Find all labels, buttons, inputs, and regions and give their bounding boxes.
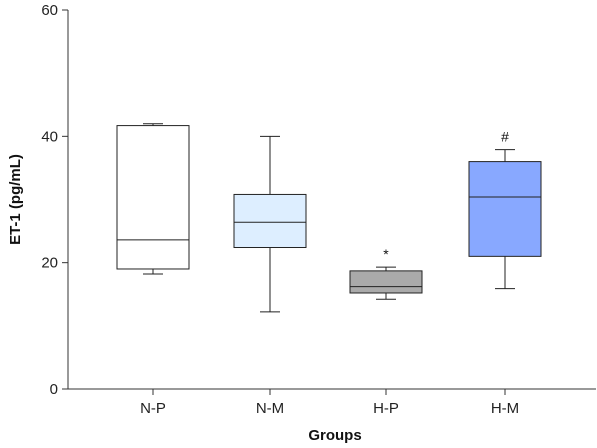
y-tick-label: 20 [41,255,58,272]
iqr-box [349,270,423,294]
x-tick-label: N-P [140,400,166,417]
boxes: *# [116,123,542,313]
axes [67,10,596,390]
box-h-m: # [468,129,542,290]
y-tick-label: 40 [41,128,58,145]
y-tick-label: 0 [50,381,58,398]
significance-marker: # [501,129,509,145]
box-n-m [233,135,307,313]
iqr-box [116,125,190,270]
y-ticks: 0 20 40 60 [41,2,68,398]
iqr-box [468,161,542,257]
y-tick-label: 60 [41,2,58,19]
x-tick-label: N-M [256,400,284,417]
x-tick-label: H-M [491,400,519,417]
iqr-box [233,193,307,249]
box-h-p: * [349,246,423,300]
x-axis-title: Groups [308,427,361,444]
x-tick-label: H-P [373,400,399,417]
significance-marker: * [383,246,389,262]
y-axis-title: ET-1 (pg/mL) [7,154,24,245]
box-n-p [116,123,190,275]
x-tick-labels: N-P N-M H-P H-M [140,389,519,417]
